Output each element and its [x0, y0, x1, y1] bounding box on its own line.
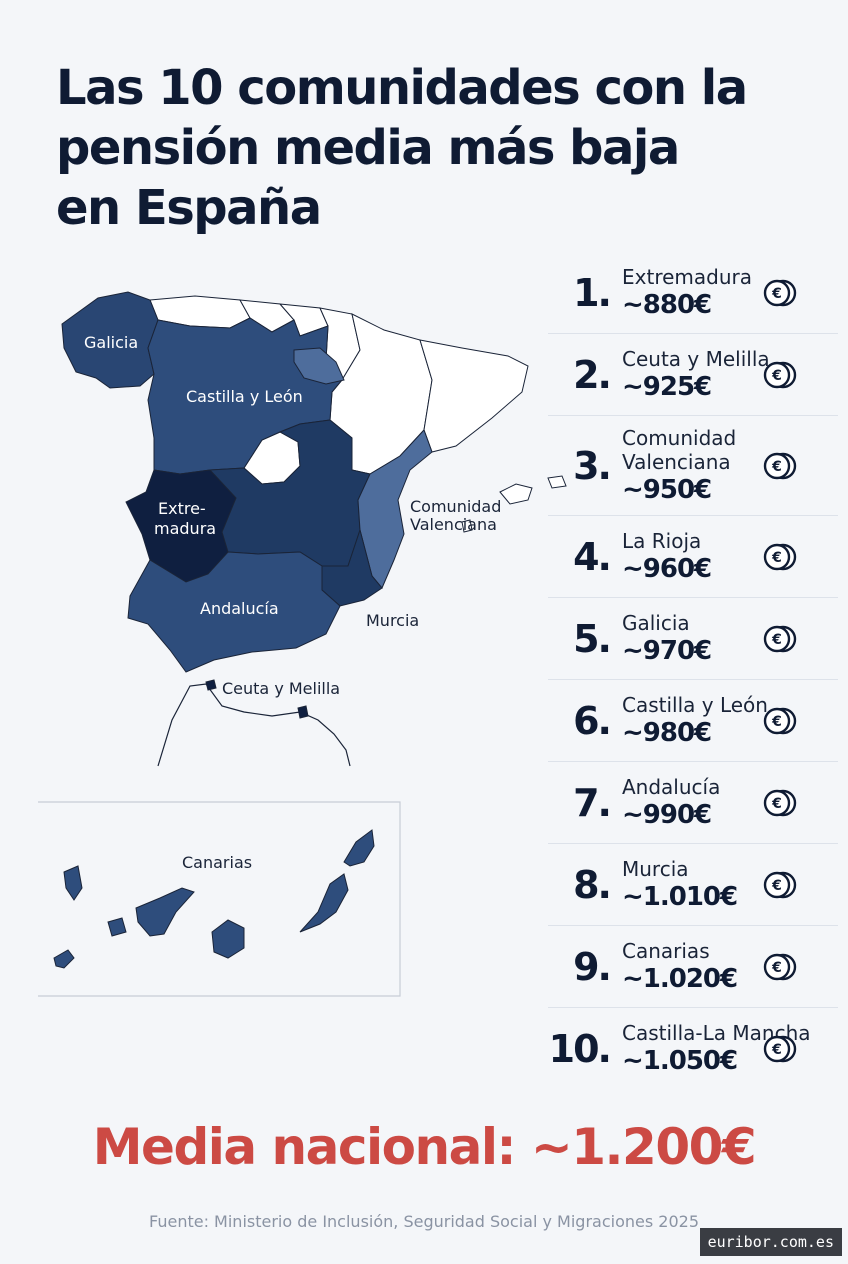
rank-region-name: Murcia [622, 856, 689, 881]
ranking-item: 7. Andalucía ~990€ € [548, 762, 838, 844]
title-line-3: en España [56, 180, 322, 236]
euro-coin-icon: € [763, 543, 797, 570]
svg-text:€: € [771, 368, 782, 384]
ranking-item: 3. Comunidad Valenciana ~950€ € [548, 416, 838, 516]
ranking-item: 6. Castilla y León ~980€ € [548, 680, 838, 762]
ranking-item: 9. Canarias ~1.020€ € [548, 926, 838, 1008]
svg-text:€: € [771, 632, 782, 648]
rank-region-name: Comunidad Valenciana [622, 425, 737, 474]
source-note: Fuente: Ministerio de Inclusión, Segurid… [149, 1212, 699, 1231]
island-el-hierro [53, 949, 75, 969]
rank-region-name: Extremadura [622, 264, 752, 289]
euro-coin-icon: € [763, 789, 797, 816]
island-gran-canaria [211, 919, 245, 959]
rank-number: 4. [573, 534, 612, 579]
ranking-list: 1. Extremadura ~880€ € 2. Ceuta y Melill… [548, 252, 838, 1089]
rank-number: 1. [573, 270, 612, 315]
rank-region-name: La Rioja [622, 528, 702, 553]
title-line-2: pensión media más baja [56, 120, 680, 176]
national-average: Media nacional: ~1.200€ [92, 1118, 757, 1176]
page-title: Las 10 comunidades con la pensión media … [56, 58, 816, 238]
svg-text:€: € [771, 1042, 782, 1058]
svg-text:€: € [771, 878, 782, 894]
rank-region-name: Andalucía [622, 774, 721, 799]
rank-pension-value: ~990€ [622, 799, 712, 830]
rank-pension-value: ~1.020€ [622, 963, 738, 994]
island-la-palma [63, 865, 83, 901]
rank-pension-value: ~960€ [622, 553, 712, 584]
rank-number: 5. [573, 616, 612, 661]
map-label-ceuta-melilla: Ceuta y Melilla [222, 679, 340, 698]
euro-coin-icon: € [763, 1035, 797, 1062]
rank-pension-value: ~925€ [622, 371, 712, 402]
euro-coin-icon: € [763, 361, 797, 388]
rank-pension-value: ~880€ [622, 289, 712, 320]
region-melilla [297, 705, 309, 719]
rank-number: 6. [573, 698, 612, 743]
rank-number: 3. [573, 443, 612, 488]
island-lanzarote [343, 829, 375, 867]
ranking-item: 10. Castilla-La Mancha ~1.050€ € [548, 1008, 838, 1089]
map-label-extremadura-1: Extre- [158, 499, 206, 518]
map-label-canarias: Canarias [182, 853, 252, 872]
euro-coin-icon: € [763, 871, 797, 898]
region-la-rioja [293, 347, 345, 385]
rank-pension-value: ~950€ [622, 474, 712, 505]
rank-pension-value: ~970€ [622, 635, 712, 666]
rank-number: 8. [573, 862, 612, 907]
euro-coin-icon: € [763, 707, 797, 734]
map-label-murcia: Murcia [366, 611, 419, 630]
map-label-galicia: Galicia [84, 333, 138, 352]
rank-pension-value: ~980€ [622, 717, 712, 748]
euro-coin-icon: € [763, 452, 797, 479]
island-la-gomera [107, 917, 127, 937]
map-label-castilla-leon: Castilla y León [186, 387, 303, 406]
map-label-andalucia: Andalucía [200, 599, 279, 618]
ranking-item: 1. Extremadura ~880€ € [548, 252, 838, 334]
euro-coin-icon: € [763, 625, 797, 652]
ranking-item: 5. Galicia ~970€ € [548, 598, 838, 680]
svg-text:€: € [771, 550, 782, 566]
map-label-valenciana-1: Comunidad [410, 497, 501, 516]
svg-text:€: € [771, 714, 782, 730]
title-line-1: Las 10 comunidades con la [56, 60, 748, 116]
map-label-extremadura-2: madura [154, 519, 216, 538]
canarias-inset-frame [38, 801, 401, 997]
rank-region-name: Galicia [622, 610, 690, 635]
map-label-valenciana-2: Valenciana [410, 515, 497, 534]
svg-text:€: € [771, 960, 782, 976]
ranking-item: 4. La Rioja ~960€ € [548, 516, 838, 598]
ranking-item: 2. Ceuta y Melilla ~925€ € [548, 334, 838, 416]
rank-number: 2. [573, 352, 612, 397]
africa-coastline [157, 683, 351, 767]
island-fuerteventura [299, 873, 349, 933]
region-cataluna [419, 339, 529, 453]
rank-number: 7. [573, 780, 612, 825]
ranking-item: 8. Murcia ~1.010€ € [548, 844, 838, 926]
island-tenerife [135, 887, 195, 937]
region-ceuta [205, 679, 217, 691]
rank-number: 9. [573, 944, 612, 989]
rank-region-name: Canarias [622, 938, 710, 963]
rank-pension-value: ~1.050€ [622, 1045, 738, 1076]
rank-pension-value: ~1.010€ [622, 881, 738, 912]
euro-coin-icon: € [763, 279, 797, 306]
region-andalucia [127, 551, 341, 673]
euro-coin-icon: € [763, 953, 797, 980]
rank-region-name: Ceuta y Melilla [622, 346, 770, 371]
svg-text:€: € [771, 796, 782, 812]
region-baleares [461, 475, 567, 533]
rank-region-name: Castilla y León [622, 692, 768, 717]
svg-text:€: € [771, 459, 782, 475]
svg-text:€: € [771, 286, 782, 302]
watermark-link[interactable]: euribor.com.es [699, 1228, 842, 1256]
rank-number: 10. [548, 1026, 612, 1071]
